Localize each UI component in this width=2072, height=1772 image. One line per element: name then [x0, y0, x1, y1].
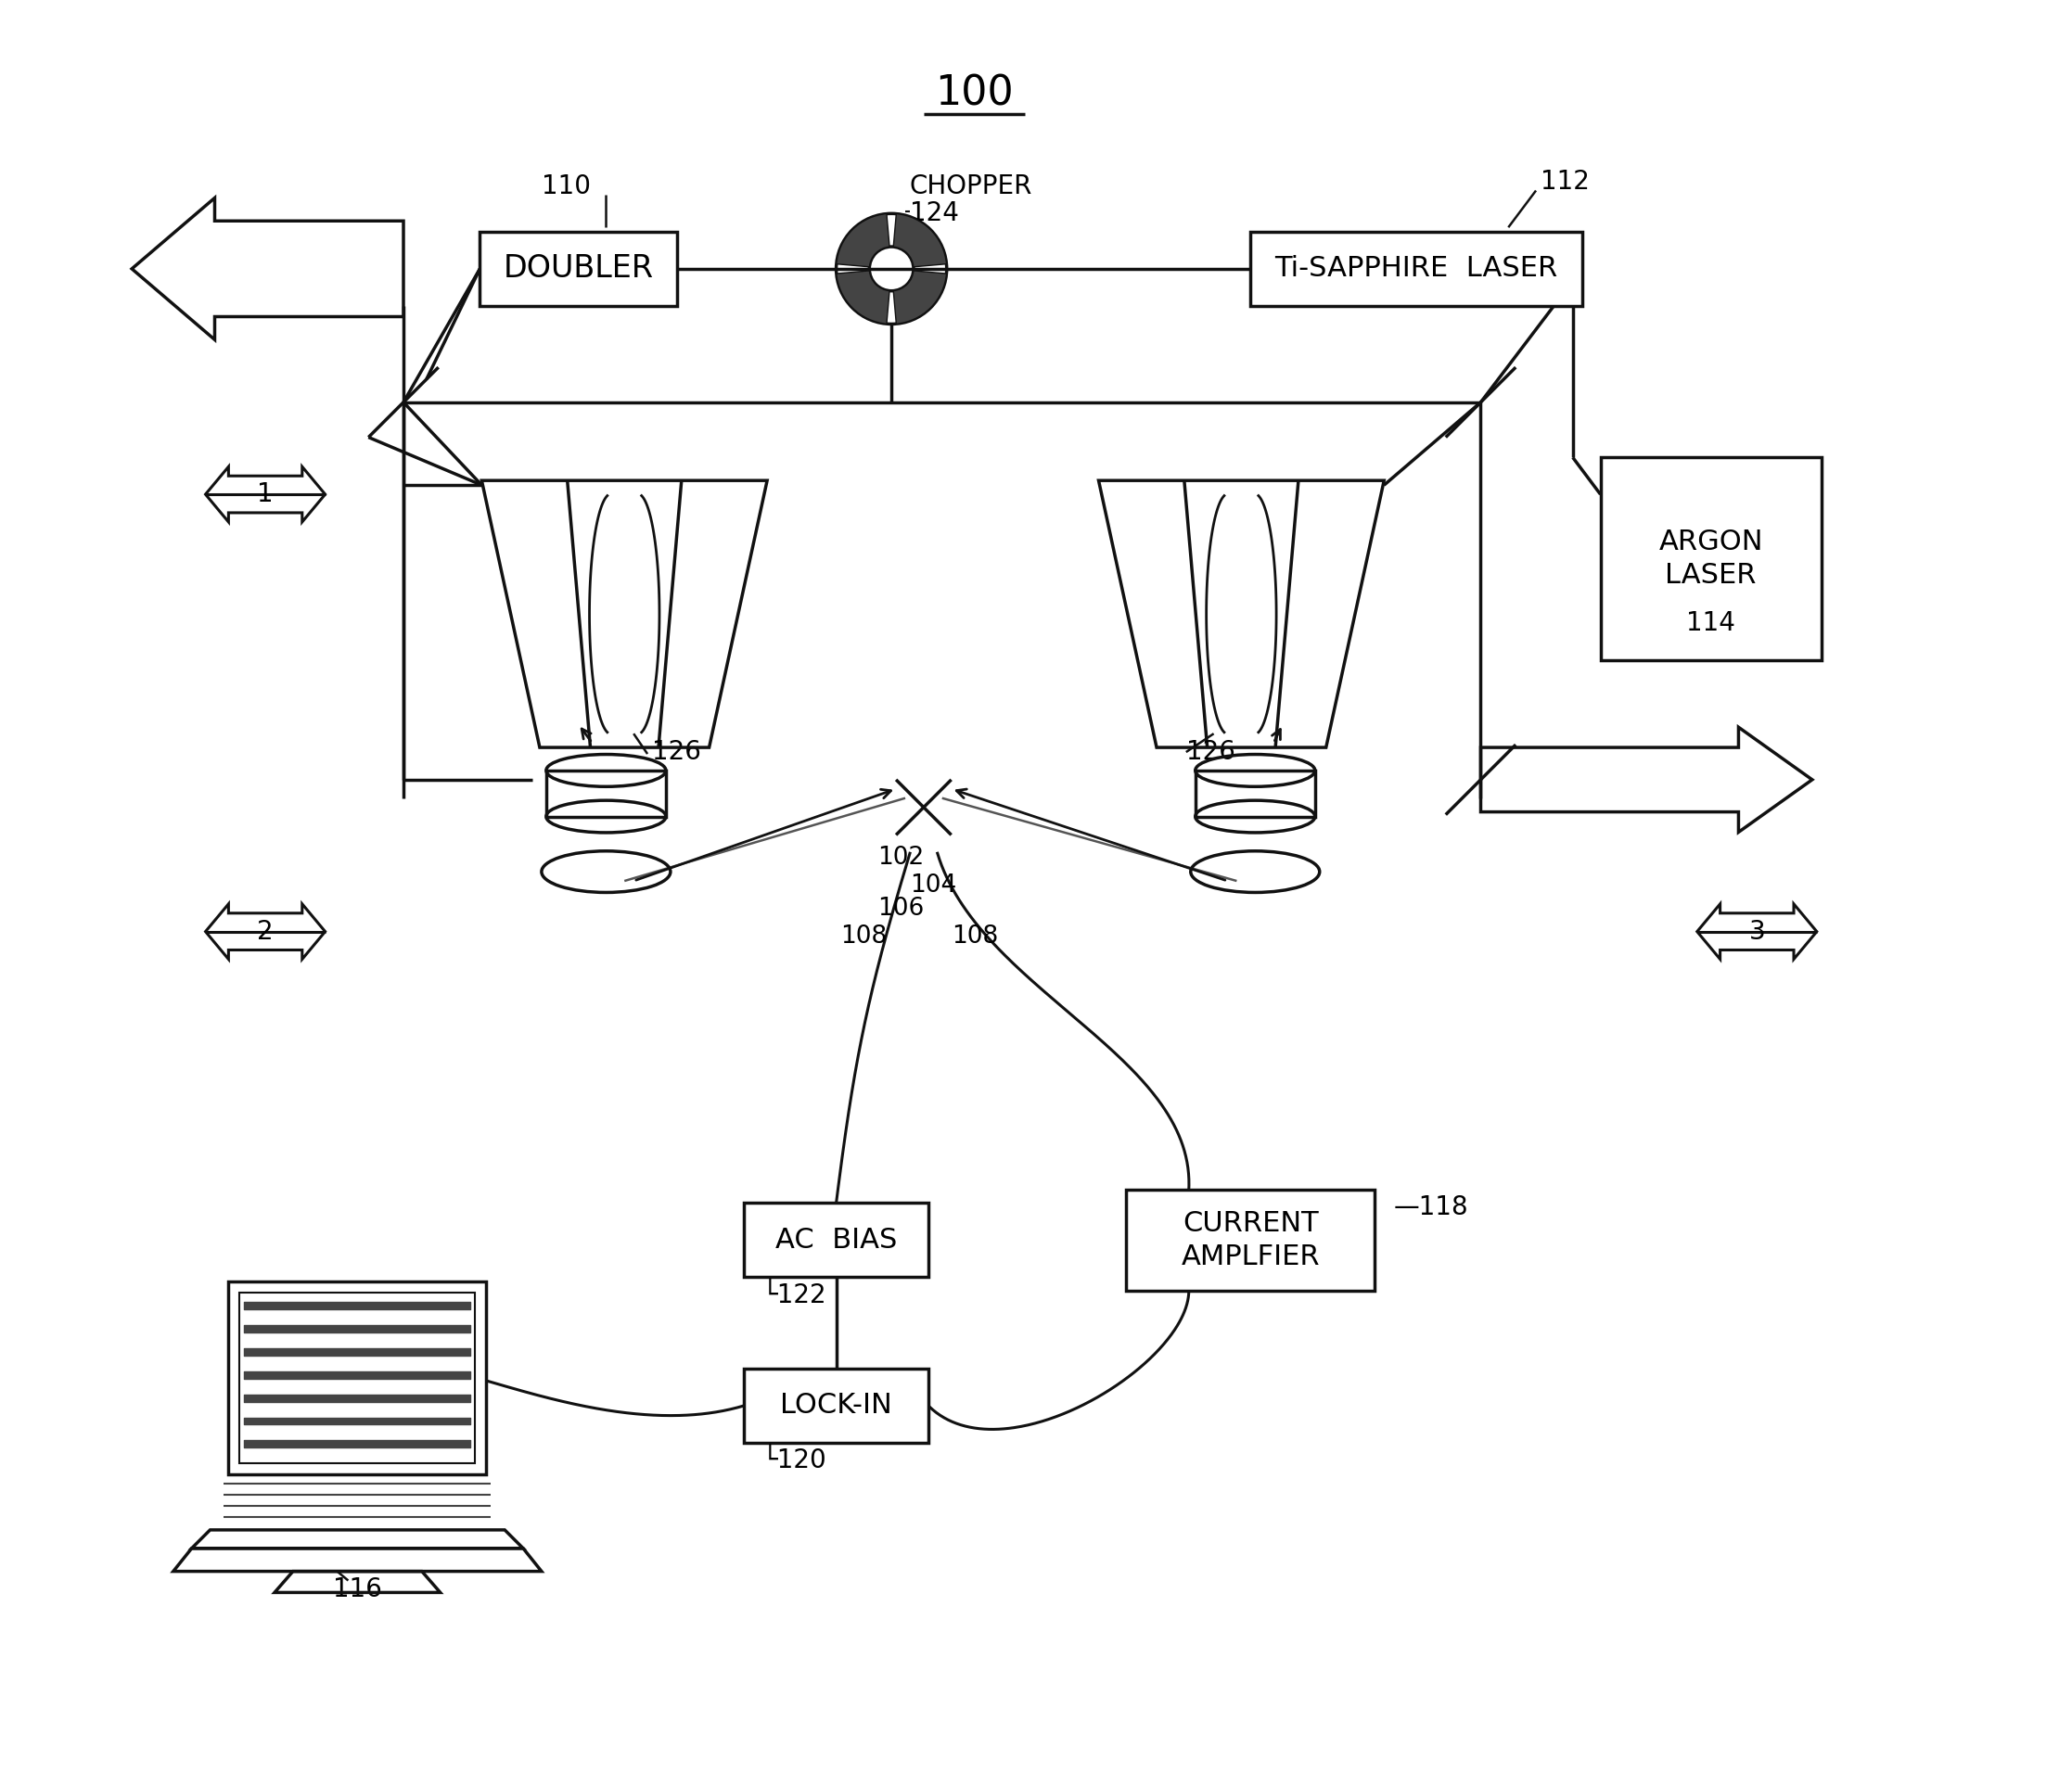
Text: 114: 114 — [1687, 610, 1736, 636]
FancyBboxPatch shape — [1196, 771, 1316, 817]
FancyBboxPatch shape — [1127, 1189, 1376, 1290]
Text: 124: 124 — [910, 200, 959, 227]
Text: LOCK-IN: LOCK-IN — [781, 1393, 893, 1419]
Text: 126: 126 — [1185, 739, 1235, 766]
Text: CHOPPER: CHOPPER — [910, 174, 1032, 198]
FancyBboxPatch shape — [240, 1292, 474, 1464]
Wedge shape — [893, 214, 947, 268]
Wedge shape — [893, 271, 947, 324]
FancyBboxPatch shape — [1251, 232, 1583, 305]
Text: CURRENT
AMPLFIER: CURRENT AMPLFIER — [1181, 1210, 1320, 1271]
Text: 110: 110 — [541, 174, 591, 198]
Text: 106: 106 — [879, 897, 924, 921]
Text: 108: 108 — [951, 925, 999, 948]
Text: 126: 126 — [653, 739, 700, 766]
FancyBboxPatch shape — [744, 1368, 928, 1442]
Text: 112: 112 — [1542, 168, 1589, 195]
FancyBboxPatch shape — [744, 1203, 928, 1278]
Text: 100: 100 — [934, 74, 1013, 113]
Wedge shape — [837, 271, 889, 324]
Text: DOUBLER: DOUBLER — [503, 253, 653, 284]
Text: 3: 3 — [1749, 918, 1765, 944]
FancyBboxPatch shape — [1600, 457, 1821, 659]
Text: 102: 102 — [879, 845, 924, 870]
Text: 104: 104 — [910, 874, 957, 898]
Text: 116: 116 — [334, 1577, 381, 1602]
Wedge shape — [837, 214, 889, 268]
Text: AC  BIAS: AC BIAS — [775, 1226, 897, 1253]
Text: └122: └122 — [762, 1283, 827, 1308]
Text: ARGON
LASER: ARGON LASER — [1660, 528, 1763, 588]
Text: 108: 108 — [841, 925, 887, 948]
Text: Ti-SAPPHIRE  LASER: Ti-SAPPHIRE LASER — [1274, 255, 1558, 282]
FancyBboxPatch shape — [479, 232, 678, 305]
FancyBboxPatch shape — [547, 771, 665, 817]
FancyBboxPatch shape — [228, 1281, 487, 1474]
Text: 2: 2 — [257, 918, 274, 944]
Text: 1: 1 — [257, 482, 274, 507]
Text: └120: └120 — [762, 1448, 827, 1474]
Text: —118: —118 — [1392, 1194, 1469, 1221]
